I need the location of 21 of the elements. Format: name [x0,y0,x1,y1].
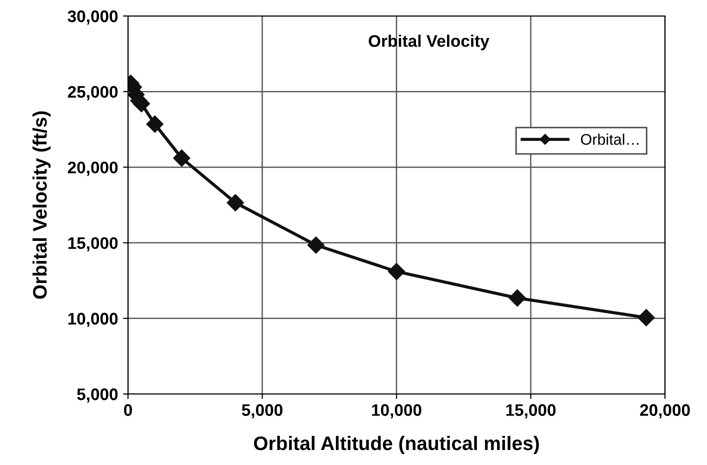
x-tick-label: 5,000 [242,404,282,418]
y-tick-label: 30,000 [68,10,118,25]
point [638,309,655,326]
y-tick-label: 20,000 [68,162,118,176]
y-tick-label: 5,000 [77,388,118,403]
point [146,116,164,133]
point [173,150,190,167]
y-tick-label: 25,000 [68,86,118,100]
x-axis-title: Orbital Altitude (nautical miles) [254,436,539,454]
y-tick-label: 10,000 [68,312,118,328]
point [508,289,526,307]
point [226,194,244,212]
x-tick-label: 20,000 [640,404,690,418]
x-tick-label: 15,000 [506,404,556,418]
point [388,262,406,280]
y-axis-title: Orbital Velocity (ft/s) [32,111,51,299]
point [307,236,324,254]
y-tick-label: 15,000 [68,237,118,252]
x-tick-label: 0 [124,404,132,416]
legend-label: Orbital… [580,134,638,145]
x-tick-label: 10,000 [372,404,422,418]
